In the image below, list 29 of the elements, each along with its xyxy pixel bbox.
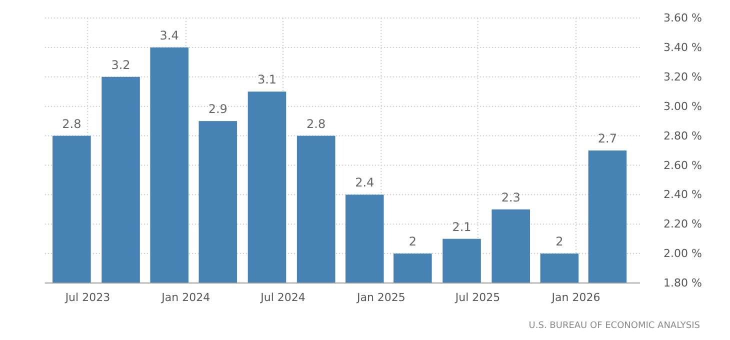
data-label: 2.8 bbox=[62, 116, 82, 131]
data-label: 2.7 bbox=[598, 132, 617, 146]
data-label: 3.1 bbox=[257, 72, 277, 87]
x-tick-label: Jan 2026 bbox=[550, 290, 600, 304]
y-tick-label: 2.80 % bbox=[664, 129, 702, 142]
y-tick-label: 2.40 % bbox=[664, 188, 702, 202]
x-tick-label: Jul 2023 bbox=[64, 290, 110, 304]
data-label: 3.2 bbox=[111, 58, 130, 72]
data-label: 2.9 bbox=[208, 102, 228, 116]
y-tick-label: 2.20 % bbox=[664, 218, 702, 231]
y-tick-label: 3.20 % bbox=[664, 70, 702, 84]
y-tick-label: 2.00 % bbox=[664, 247, 702, 260]
y-tick-label: 1.80 % bbox=[664, 276, 702, 290]
data-label: 2 bbox=[556, 234, 564, 249]
x-tick-label: Jul 2024 bbox=[260, 290, 306, 304]
x-tick-label: Jan 2025 bbox=[356, 290, 406, 304]
x-tick-label: Jul 2025 bbox=[454, 290, 500, 304]
text: U.S. BUREAU OF ECONOMIC ANALYSIS bbox=[528, 321, 700, 331]
data-label: 2.4 bbox=[355, 176, 374, 190]
data-label: 2.1 bbox=[452, 220, 472, 234]
y-tick-label: 3.40 % bbox=[664, 40, 702, 54]
y-tick-label: 3.00 % bbox=[664, 100, 702, 113]
data-label: 2 bbox=[408, 234, 416, 249]
data-label: 2.3 bbox=[501, 190, 520, 204]
y-tick-label: 2.60 % bbox=[664, 158, 702, 172]
x-tick-label: Jan 2024 bbox=[160, 290, 210, 304]
data-label: 2.8 bbox=[306, 116, 326, 131]
data-label: 3.4 bbox=[160, 28, 179, 42]
y-tick-label: 3.60 % bbox=[664, 12, 702, 25]
